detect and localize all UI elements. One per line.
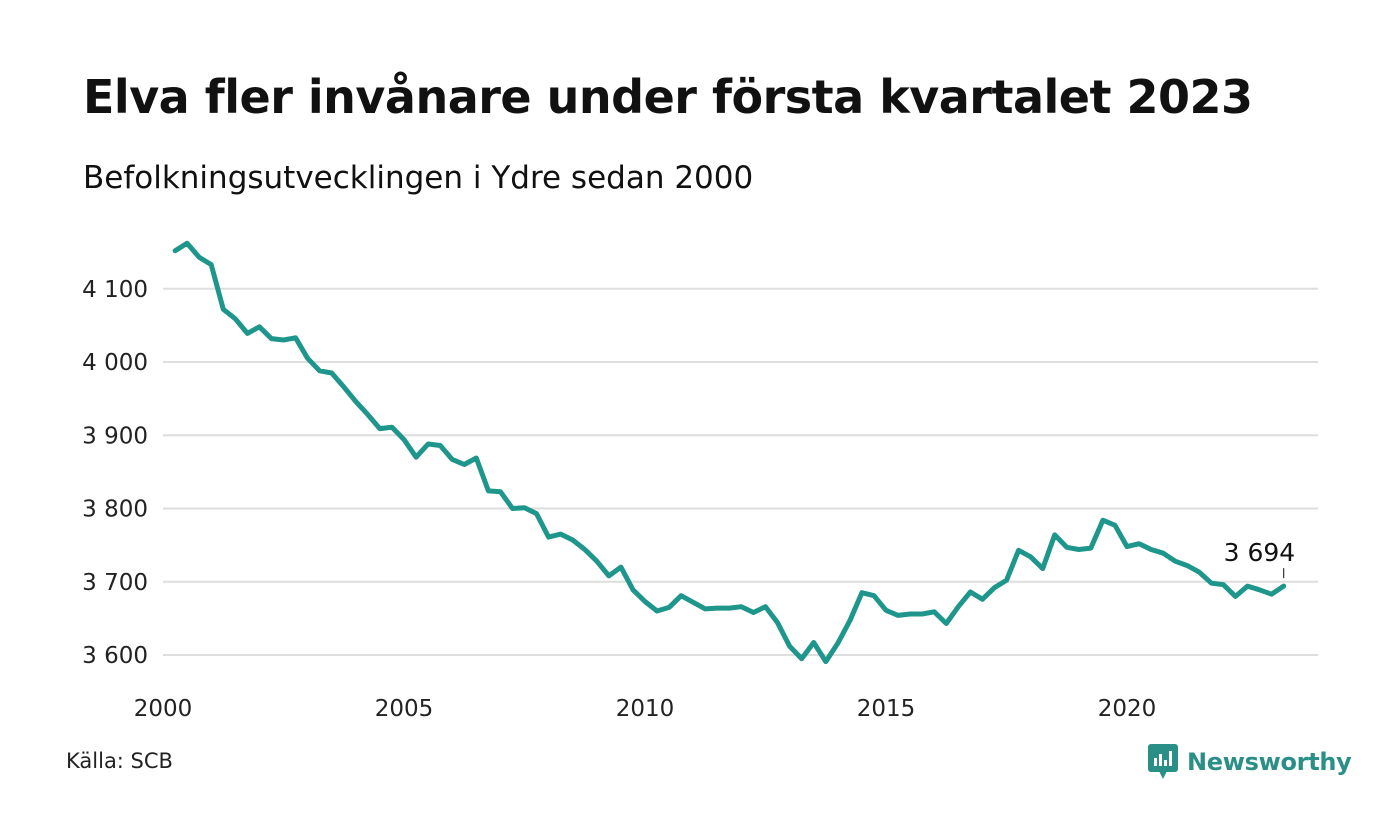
x-tick-label: 2000 [134, 696, 193, 722]
y-tick-label: 3 800 [82, 497, 148, 523]
y-tick-label: 3 900 [82, 423, 148, 449]
series-line-0 [172, 240, 1287, 665]
source-note: Källa: SCB [66, 749, 173, 773]
newsworthy-logo-icon [1148, 744, 1178, 779]
annotation-layer: 3 694 [1224, 538, 1296, 579]
y-tick-label: 4 000 [82, 350, 148, 376]
x-axis-tick-labels: 2000 2005 2010 2015 2020 [134, 696, 1157, 722]
y-tick-label: 4 100 [82, 277, 148, 303]
chart-subtitle: Befolkningsutvecklingen i Ydre sedan 200… [83, 160, 754, 196]
x-tick-label: 2005 [375, 696, 434, 722]
x-tick-label: 2020 [1098, 696, 1157, 722]
y-axis-tick-labels: 3 600 3 700 3 800 3 900 4 000 4 100 [82, 277, 148, 669]
y-tick-label: 3 600 [82, 643, 148, 669]
y-tick-label: 3 700 [82, 570, 148, 596]
y-gridlines [163, 287, 1318, 656]
series-layer [172, 240, 1287, 665]
brand-name: Newsworthy [1187, 748, 1352, 776]
brand: Newsworthy [1148, 744, 1352, 780]
x-tick-label: 2010 [616, 696, 675, 722]
annotation-label: 3 694 [1224, 538, 1296, 567]
chart-title: Elva fler invånare under första kvartale… [83, 70, 1253, 124]
x-tick-label: 2015 [857, 696, 916, 722]
